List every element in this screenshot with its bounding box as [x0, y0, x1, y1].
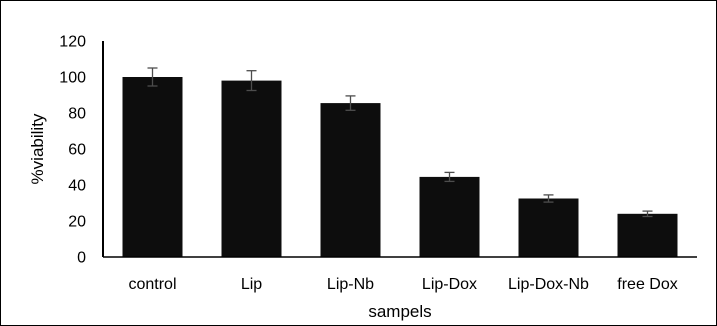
bar-lip	[221, 80, 282, 257]
x-tick-label: Lip-Dox	[422, 276, 477, 293]
y-tick-label: 60	[68, 142, 86, 159]
bar-lip-dox	[419, 176, 480, 257]
x-tick-label: Lip-Nb	[327, 276, 374, 293]
bar-lip-dox-nb	[518, 198, 579, 257]
bars-group	[122, 77, 678, 257]
bar-free-dox	[617, 213, 678, 257]
x-tick-label: Lip	[241, 276, 262, 293]
x-tick-label: control	[128, 276, 176, 293]
error-bars-group	[147, 67, 653, 218]
y-tick-label: 40	[68, 178, 86, 195]
y-tick-label: 0	[77, 250, 86, 267]
bar-lip-nb	[320, 103, 381, 257]
y-axis-ticks: 0 20 40 60 80 100 120	[59, 34, 86, 267]
x-axis-ticks: control Lip Lip-Nb Lip-Dox Lip-Dox-Nb free Do…	[128, 276, 677, 293]
x-tick-label: Lip-Dox-Nb	[508, 276, 589, 293]
x-axis-title: sampels	[368, 302, 431, 321]
y-tick-label: 20	[68, 214, 86, 231]
y-tick-label: 120	[59, 34, 86, 51]
y-tick-label: 100	[59, 70, 86, 87]
y-axis-title: %viability	[28, 113, 47, 184]
x-tick-label: free Dox	[617, 276, 677, 293]
bar-control	[122, 77, 183, 257]
y-tick-label: 80	[68, 106, 86, 123]
